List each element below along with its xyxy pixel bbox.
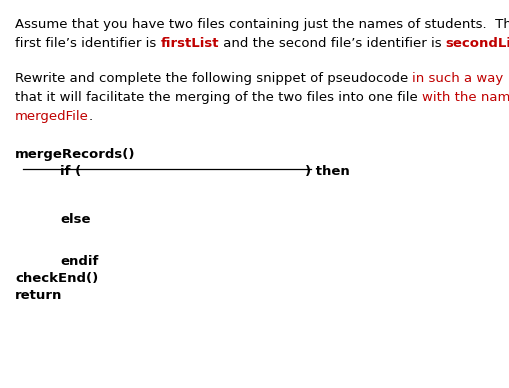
Text: firstList: firstList (160, 37, 219, 50)
Text: first file’s identifier is: first file’s identifier is (15, 37, 160, 50)
Text: return: return (15, 289, 63, 302)
Text: endif: endif (60, 255, 98, 268)
Text: Rewrite and complete the following snippet of pseudocode: Rewrite and complete the following snipp… (15, 72, 412, 85)
Text: and the second file’s identifier is: and the second file’s identifier is (219, 37, 446, 50)
Text: mergeRecords(): mergeRecords() (15, 148, 135, 161)
Text: in such a way: in such a way (412, 72, 504, 85)
Text: else: else (60, 213, 91, 226)
Text: Assume that you have two files containing just the names of students.  The: Assume that you have two files containin… (15, 18, 509, 31)
Text: with the name: with the name (422, 91, 509, 104)
Text: checkEnd(): checkEnd() (15, 272, 98, 285)
Text: if (: if ( (60, 165, 81, 178)
Text: mergedFile: mergedFile (15, 110, 89, 123)
Text: secondList: secondList (446, 37, 509, 50)
Text: that it will facilitate the merging of the two files into one file: that it will facilitate the merging of t… (15, 91, 422, 104)
Text: .: . (89, 110, 93, 123)
Text: ) then: ) then (305, 165, 350, 178)
